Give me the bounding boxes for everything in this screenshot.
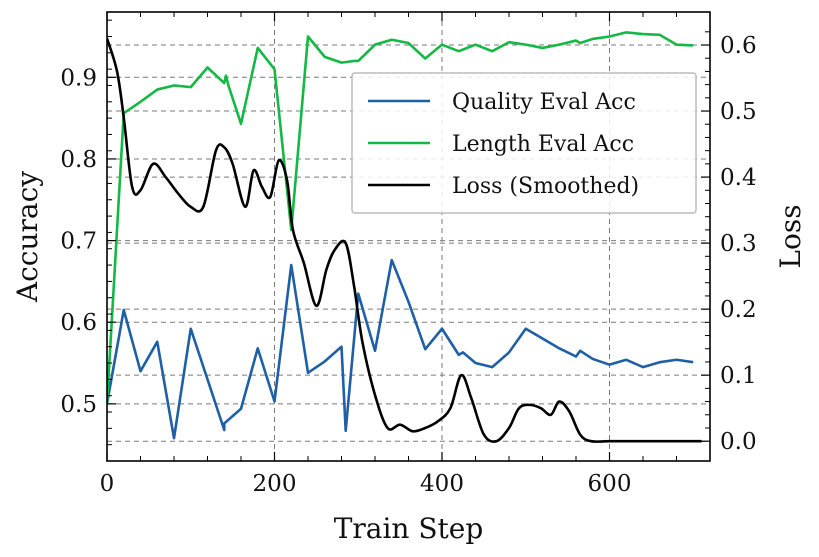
y-right-tick-label: 0.3 [720,231,757,257]
y-right-tick-label: 0.5 [720,99,757,125]
y-right-tick-label: 0.4 [720,165,757,191]
y-left-tick-label: 0.7 [60,229,97,255]
y-left-tick-label: 0.8 [60,147,97,173]
y-left-tick-label: 0.5 [60,392,97,418]
x-tick-label: 200 [253,471,297,497]
legend: Quality Eval Acc Length Eval Acc Loss (S… [351,72,697,214]
x-tick-label: 400 [420,471,464,497]
x-tick-label: 600 [588,471,632,497]
legend-entry-length: Length Eval Acc [368,132,634,157]
legend-entry-loss: Loss (Smoothed) [368,174,639,199]
legend-label-quality: Quality Eval Acc [452,90,636,115]
ticks [106,12,710,461]
y-right-tick-label: 0.2 [720,297,757,323]
y-axis-right-title: Loss [774,204,807,268]
y-right-tick-label: 0.1 [720,363,757,389]
series-line-loss-smoothed [107,38,702,443]
y-right-tick-label: 0.6 [720,33,757,59]
x-tick-label: 0 [100,471,115,497]
tick-labels: 0 200 400 600 0.5 0.6 0.7 0.8 0.9 0.0 0.1 0.2 0.3 0.4… [60,33,756,497]
series-layer [107,31,702,443]
y-axis-left-title: Accuracy [11,171,44,303]
series-line-length-eval-acc [107,31,694,404]
legend-box [351,72,697,214]
legend-label-loss: Loss (Smoothed) [452,174,639,199]
x-axis-title: Train Step [334,512,484,545]
y-left-tick-label: 0.6 [60,310,97,336]
legend-entry-quality: Quality Eval Acc [368,90,636,115]
legend-label-length: Length Eval Acc [452,132,634,157]
y-right-tick-label: 0.0 [720,429,757,455]
series-line-quality-eval-acc [107,258,694,440]
y-left-tick-label: 0.9 [60,65,97,91]
